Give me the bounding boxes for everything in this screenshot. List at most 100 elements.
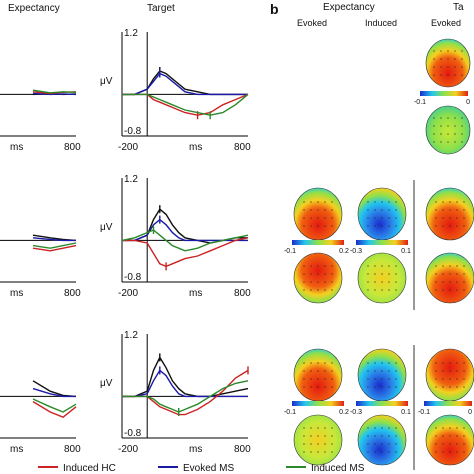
- electrode-dot: [324, 378, 326, 380]
- electrode-dot: [381, 273, 383, 275]
- electrode-dot: [381, 362, 383, 364]
- electrode-dot: [449, 289, 451, 291]
- electrode-dot: [456, 370, 458, 372]
- series-line-evoked_hc: [122, 70, 248, 96]
- electrode-dot: [303, 217, 305, 219]
- electrode-dot: [381, 378, 383, 380]
- electrode-dot: [442, 209, 444, 211]
- erp-charts: 1.2 -0.8 μV -200 800 ms 1.2 -0.8 μV -200 800 ms 1.2 -…: [0, 28, 251, 455]
- electrode-dot: [374, 281, 376, 283]
- x-axis-label: ms: [189, 288, 202, 299]
- electrode-dot: [433, 58, 435, 60]
- electrode-dot: [456, 273, 458, 275]
- electrode-dot: [454, 125, 456, 127]
- electrode-dot: [447, 133, 449, 135]
- electrode-dot: [331, 217, 333, 219]
- colorbar-row2-induced-max: 0.1: [401, 248, 411, 255]
- electrode-dot: [317, 225, 319, 227]
- electrode-dot: [395, 451, 397, 453]
- colorbar-row3-induced-min: -0.3: [350, 409, 362, 416]
- electrode-dot: [395, 217, 397, 219]
- erp-chart-target-row1: 1.2 -0.8 μV -200 800 ms: [100, 28, 251, 153]
- topomap-exp-induced-hc-3: [357, 348, 407, 402]
- electrode-dot: [395, 435, 397, 437]
- x-tick-right: 800: [234, 142, 251, 153]
- electrode-dot: [435, 435, 437, 437]
- topomap-exp-evoked-hc-3: [293, 348, 343, 402]
- electrode-dot: [395, 378, 397, 380]
- electrode-dot: [435, 265, 437, 267]
- electrode-dot: [374, 451, 376, 453]
- electrode-dot: [461, 141, 463, 143]
- column-title-expectancy: Expectancy: [8, 3, 60, 14]
- electrode-dot: [395, 209, 397, 211]
- electrode-dot: [447, 74, 449, 76]
- topomap-exp-evoked-ms: [293, 252, 343, 304]
- electrode-dot: [463, 378, 465, 380]
- electrode-dot: [381, 435, 383, 437]
- electrode-dot: [324, 225, 326, 227]
- electrode-dot: [310, 201, 312, 203]
- electrode-dot: [331, 265, 333, 267]
- y-axis-label: μV: [100, 378, 113, 389]
- electrode-dot: [324, 217, 326, 219]
- colorbar-row2-evoked: [292, 240, 344, 245]
- electrode-dot: [310, 386, 312, 388]
- electrode-dot: [395, 289, 397, 291]
- electrode-dot: [463, 435, 465, 437]
- subtitle-evoked: Evoked: [297, 18, 327, 28]
- electrode-dot: [388, 386, 390, 388]
- legend-label-1: Evoked MS: [183, 463, 234, 474]
- electrode-dot: [374, 225, 376, 227]
- electrode-dot: [395, 281, 397, 283]
- series-line-induced_hc: [122, 93, 249, 116]
- electrode-dot: [317, 265, 319, 267]
- electrode-dot: [454, 141, 456, 143]
- electrode-dot: [374, 370, 376, 372]
- erp-chart-target-row2: 1.2 -0.8 μV -200 800 ms: [100, 174, 251, 299]
- electrode-dot: [454, 133, 456, 135]
- electrode-dot: [442, 427, 444, 429]
- colorbar-row3-evoked-min: -0.1: [284, 409, 296, 416]
- electrode-dot: [388, 289, 390, 291]
- electrode-dot: [435, 209, 437, 211]
- electrode-dot: [440, 141, 442, 143]
- electrode-dot: [367, 443, 369, 445]
- electrode-dot: [374, 273, 376, 275]
- x-axis-label: ms: [10, 288, 23, 299]
- electrode-dot: [463, 289, 465, 291]
- topomap-exp-evoked-hc: [293, 187, 343, 241]
- electrode-dot: [303, 289, 305, 291]
- electrode-dot: [449, 443, 451, 445]
- electrode-dot: [454, 117, 456, 119]
- series-line-evoked_ms: [122, 369, 248, 398]
- electrode-dot: [456, 435, 458, 437]
- erp-chart-expectancy-row3: ms 800: [0, 380, 81, 455]
- topomap-target-evoked-hc-3: [425, 348, 474, 402]
- electrode-dot: [317, 289, 319, 291]
- electrode-dot: [303, 378, 305, 380]
- electrode-dot: [367, 427, 369, 429]
- topomap-target-evoked-ms-3: [425, 414, 474, 466]
- electrode-dot: [303, 443, 305, 445]
- electrode-dot: [303, 362, 305, 364]
- electrode-dot: [435, 281, 437, 283]
- y-tick-bottom: -0.8: [124, 272, 142, 283]
- electrode-dot: [388, 273, 390, 275]
- colorbar-row3-induced-max: 0.1: [401, 409, 411, 416]
- colorbar-row3-evoked-max: 0.2: [339, 409, 349, 416]
- topomap-target-evoked-1: [425, 38, 471, 88]
- electrode-dot: [303, 427, 305, 429]
- colorbar-row3-right-min: -0.1: [418, 409, 430, 416]
- electrode-dot: [395, 386, 397, 388]
- electrode-dot: [395, 273, 397, 275]
- electrode-dot: [367, 281, 369, 283]
- colorbar-row2-evoked-min: -0.1: [284, 248, 296, 255]
- electrode-dot: [442, 362, 444, 364]
- electrode-dot: [435, 217, 437, 219]
- electrode-dot: [317, 201, 319, 203]
- erp-chart-expectancy-row2: ms 800: [0, 234, 81, 299]
- electrode-dot: [303, 281, 305, 283]
- electrode-dot: [324, 209, 326, 211]
- electrode-dot: [463, 370, 465, 372]
